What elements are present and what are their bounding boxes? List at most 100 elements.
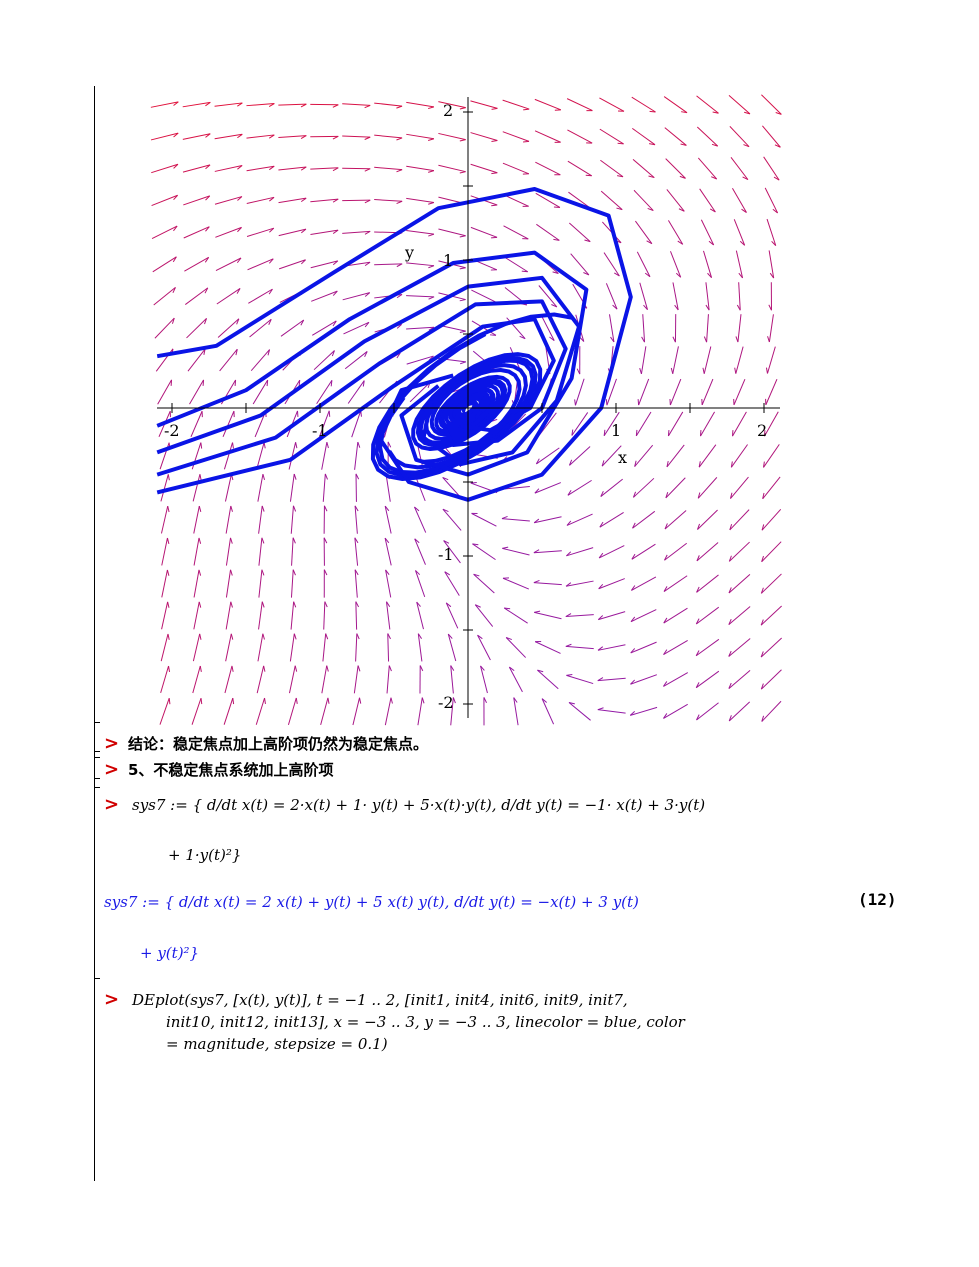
field-arrow xyxy=(316,380,333,405)
field-arrow xyxy=(438,101,466,110)
field-arrow xyxy=(384,537,392,566)
field-arrow xyxy=(151,194,178,207)
field-arrow xyxy=(605,283,618,310)
output-sys7-line2: + y(t)²} xyxy=(140,944,200,962)
field-arrow xyxy=(183,195,211,206)
field-arrow xyxy=(630,609,657,623)
field-arrow xyxy=(639,282,648,311)
field-arrow xyxy=(502,577,530,590)
field-arrow xyxy=(697,509,718,530)
input-deplot-line2[interactable]: init10, init12, init13], x = −3 .. 3, y … xyxy=(166,1013,685,1031)
field-arrow xyxy=(665,158,686,179)
field-arrow xyxy=(697,157,718,180)
conclusion-text: 结论：稳定焦点加上高阶项仍然为稳定焦点。 xyxy=(128,734,429,753)
field-arrow xyxy=(219,348,238,372)
field-arrow xyxy=(258,537,265,566)
prompt-icon: > xyxy=(104,758,120,780)
field-arrow xyxy=(666,189,685,212)
field-arrow xyxy=(474,604,494,627)
prompt-icon: > xyxy=(104,732,120,754)
field-arrow xyxy=(222,410,235,438)
field-arrow xyxy=(664,510,687,530)
field-arrow xyxy=(761,541,782,563)
field-arrow xyxy=(278,103,307,108)
field-arrow xyxy=(415,570,426,598)
field-arrow xyxy=(161,537,170,566)
field-arrow xyxy=(470,132,498,142)
field-arrow xyxy=(312,320,337,336)
field-arrow xyxy=(442,508,462,531)
field-arrow xyxy=(311,290,338,302)
field-arrow xyxy=(223,697,235,725)
field-arrow xyxy=(278,135,307,140)
field-arrow xyxy=(344,351,368,370)
field-arrow xyxy=(696,95,719,114)
field-arrow xyxy=(450,697,456,726)
field-arrow xyxy=(728,94,751,115)
field-arrow xyxy=(534,130,561,143)
field-arrow xyxy=(310,198,339,203)
field-arrow xyxy=(664,127,687,146)
field-arrow xyxy=(160,506,170,534)
trajectory xyxy=(156,275,581,467)
equation-number: (12) xyxy=(858,890,897,909)
input-deplot-line3[interactable]: = magnitude, stepsize = 0.1) xyxy=(166,1035,388,1053)
field-arrow xyxy=(150,132,179,141)
field-arrow xyxy=(354,537,359,566)
input-sys7-line2[interactable]: + 1·y(t)²} xyxy=(168,846,242,864)
field-arrow xyxy=(290,569,296,598)
field-arrow xyxy=(289,633,297,662)
field-arrow xyxy=(406,295,435,300)
field-arrow xyxy=(703,250,713,279)
field-arrow xyxy=(598,578,625,590)
field-arrow xyxy=(695,638,720,657)
field-arrow xyxy=(406,355,434,365)
field-arrow xyxy=(764,411,779,437)
field-arrow xyxy=(729,476,749,499)
field-arrow xyxy=(565,643,594,650)
field-arrow xyxy=(438,228,466,238)
x-tick-label-neg2: -2 xyxy=(164,421,180,440)
field-arrow xyxy=(355,473,360,502)
field-arrow xyxy=(250,349,271,371)
group-bracket xyxy=(94,787,100,979)
field-arrow xyxy=(480,665,488,694)
field-arrow xyxy=(323,537,328,566)
field-arrow xyxy=(483,697,488,726)
field-arrow xyxy=(566,673,594,685)
input-sys7-line1[interactable]: sys7 := { d/dt x(t) = 2·x(t) + 1· y(t) +… xyxy=(132,796,706,814)
field-arrow xyxy=(450,665,455,694)
field-arrow xyxy=(193,601,202,630)
phase-portrait-plot: x y -2 -1 1 2 2 1 -1 -2 xyxy=(150,94,782,726)
field-arrow xyxy=(701,378,714,406)
field-arrow xyxy=(732,188,747,213)
conclusion-line[interactable]: > 结论：稳定焦点加上高阶项仍然为稳定焦点。 xyxy=(104,732,428,754)
field-arrow xyxy=(765,378,778,406)
field-arrow xyxy=(416,601,424,630)
field-arrow xyxy=(669,378,682,406)
field-arrow xyxy=(288,442,298,470)
field-arrow xyxy=(503,256,529,273)
field-arrow xyxy=(214,102,243,107)
field-arrow xyxy=(503,607,528,624)
group-bracket xyxy=(94,757,100,779)
field-arrow xyxy=(342,230,371,235)
field-arrow xyxy=(536,223,560,241)
field-arrow xyxy=(502,194,529,207)
field-arrow xyxy=(216,288,241,305)
field-arrow xyxy=(322,473,328,502)
plot-axes xyxy=(157,97,780,718)
field-arrow xyxy=(632,510,656,529)
field-arrow xyxy=(696,126,719,147)
field-arrow xyxy=(534,98,562,111)
input-deplot-line1[interactable]: DEplot(sys7, [x(t), y(t)], t = −1 .. 2, … xyxy=(132,991,628,1009)
field-arrow xyxy=(290,601,297,630)
field-arrow xyxy=(321,665,329,694)
field-arrow xyxy=(214,196,243,205)
field-arrow xyxy=(343,321,370,335)
field-arrow xyxy=(193,569,202,598)
field-arrow xyxy=(730,444,748,468)
field-arrow xyxy=(289,473,297,502)
field-arrow xyxy=(631,543,656,560)
section-line[interactable]: > 5、不稳定焦点系统加上高阶项 xyxy=(104,758,333,780)
